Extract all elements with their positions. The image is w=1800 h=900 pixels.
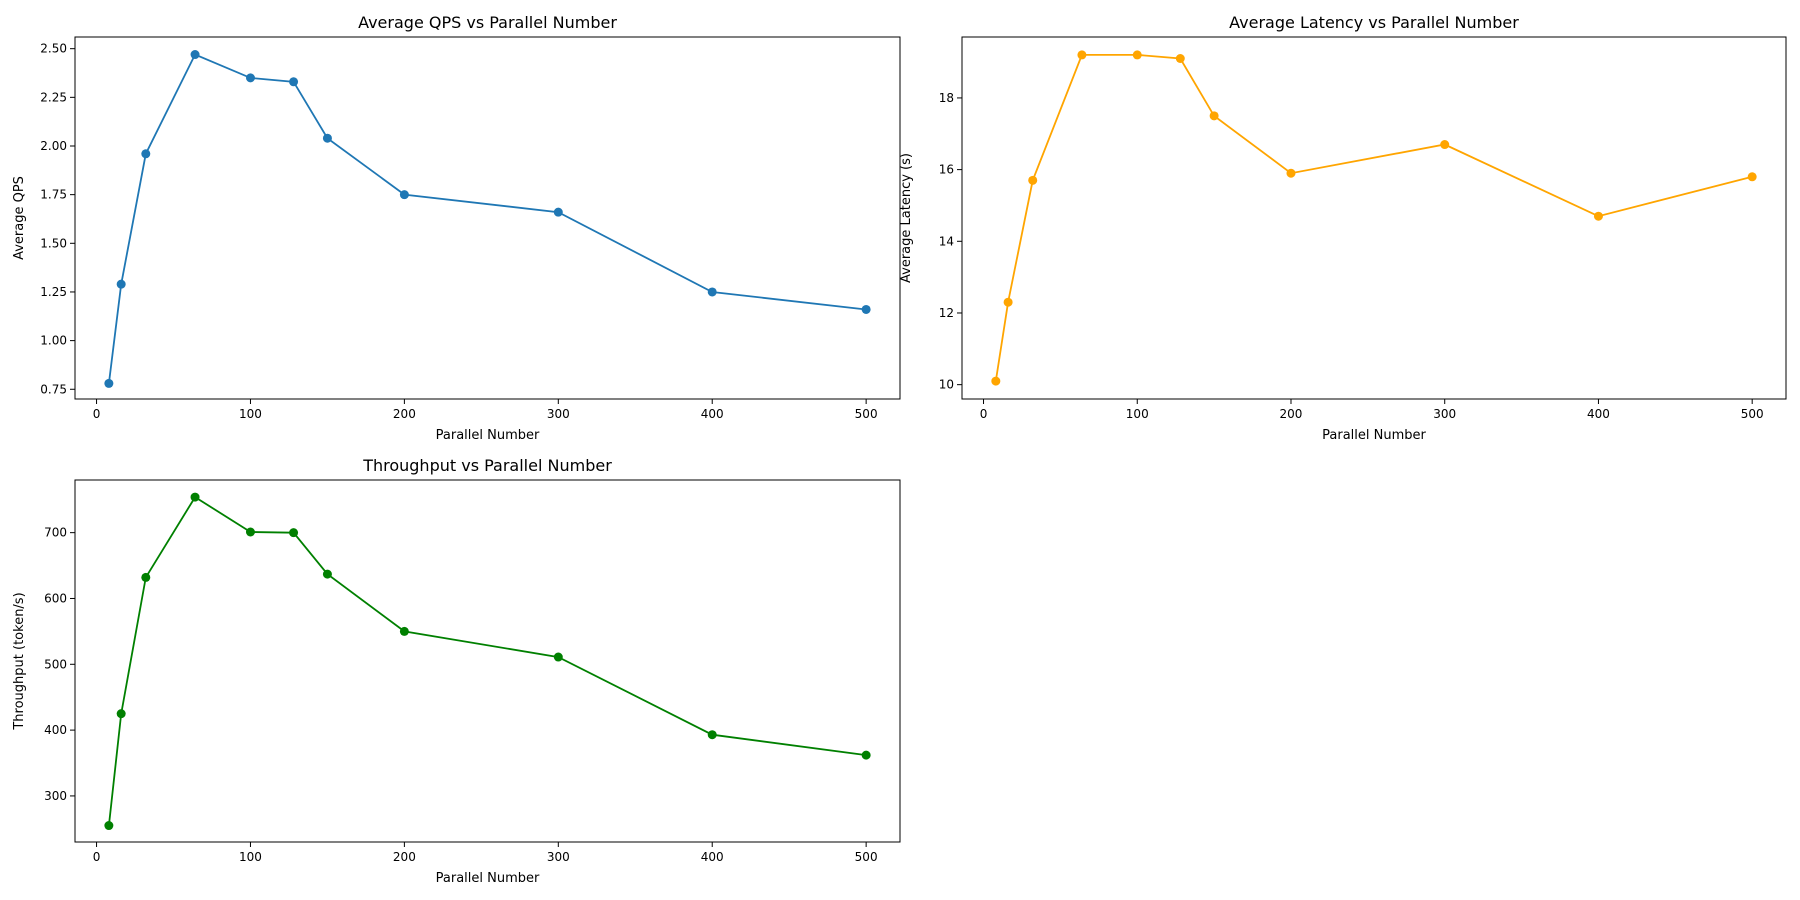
x-tick-label: 100	[239, 850, 262, 864]
series-line	[108, 495, 867, 826]
data-point	[707, 287, 717, 297]
plot-frame	[74, 479, 901, 843]
y-axis-label: Average Latency (s)	[899, 153, 914, 283]
data-point	[1077, 50, 1087, 60]
x-tick-label: 100	[239, 407, 262, 421]
data-point	[553, 207, 563, 217]
x-tick-label: 100	[1126, 407, 1149, 421]
plot-frame	[74, 36, 901, 400]
y-tick-label: 2.25	[40, 90, 67, 104]
chart-throughput: Throughput vs Parallel Number 0 100 200 300 4…	[12, 456, 901, 886]
data-point	[991, 376, 1001, 386]
plot-frame	[961, 36, 1787, 400]
data-point	[245, 73, 255, 83]
data-point	[399, 626, 409, 636]
y-tick-label: 1.75	[40, 188, 67, 202]
x-tick-label: 300	[1433, 407, 1456, 421]
y-tick-label: 18	[939, 91, 954, 105]
x-tick-label: 400	[1587, 407, 1610, 421]
x-tick-label: 300	[547, 850, 570, 864]
data-point	[1747, 172, 1757, 182]
y-tick-label: 1.50	[40, 236, 67, 250]
data-point	[399, 190, 409, 200]
data-point	[1028, 175, 1038, 185]
y-tick-label: 0.75	[40, 382, 67, 396]
y-tick-label: 600	[44, 591, 67, 605]
y-tick-label: 400	[44, 723, 67, 737]
data-point	[1286, 168, 1296, 178]
data-point	[1003, 297, 1013, 307]
chart-qps: Average QPS vs Parallel Number 0 100 200 300…	[12, 13, 901, 443]
x-tick-label: 200	[393, 850, 416, 864]
x-tick-label: 200	[1280, 407, 1303, 421]
y-axis-label: Throughput (token/s)	[12, 592, 27, 730]
x-axis-label: Parallel Number	[436, 871, 540, 886]
data-point	[116, 279, 126, 289]
y-tick-label: 1.00	[40, 334, 67, 348]
y-tick-label: 500	[44, 657, 67, 671]
data-point	[1209, 111, 1219, 121]
series-line	[994, 54, 1753, 382]
y-tick-label: 300	[44, 789, 67, 803]
data-point	[104, 821, 114, 831]
y-tick-label: 12	[939, 306, 954, 320]
x-tick-label: 300	[547, 407, 570, 421]
chart-latency: Average Latency vs Parallel Number 0 100 20…	[899, 13, 1787, 443]
data-point	[1132, 50, 1142, 60]
data-point	[116, 709, 126, 719]
x-tick-label: 500	[855, 850, 878, 864]
x-tick-label: 0	[93, 850, 101, 864]
x-axis-label: Parallel Number	[436, 428, 540, 443]
x-tick-label: 200	[393, 407, 416, 421]
data-point	[322, 569, 332, 579]
data-point	[141, 572, 151, 582]
data-point	[1440, 140, 1450, 150]
data-point	[245, 527, 255, 537]
data-point	[322, 133, 332, 143]
chart-title: Average Latency vs Parallel Number	[1229, 13, 1519, 32]
chart-title: Average QPS vs Parallel Number	[358, 13, 617, 32]
y-tick-label: 700	[44, 526, 67, 540]
data-point	[190, 50, 200, 60]
data-point	[1593, 211, 1603, 221]
y-tick-label: 2.00	[40, 139, 67, 153]
x-tick-label: 0	[980, 407, 988, 421]
x-tick-label: 500	[1741, 407, 1764, 421]
x-tick-label: 0	[93, 407, 101, 421]
y-tick-label: 1.25	[40, 285, 67, 299]
data-point	[289, 77, 299, 87]
data-point	[141, 149, 151, 159]
series-line	[108, 53, 867, 384]
x-tick-label: 400	[701, 850, 724, 864]
y-tick-label: 2.50	[40, 42, 67, 56]
data-point	[104, 378, 114, 388]
data-point	[707, 730, 717, 740]
y-tick-label: 16	[939, 163, 954, 177]
x-tick-label: 400	[701, 407, 724, 421]
data-point	[553, 652, 563, 662]
data-point	[1175, 54, 1185, 64]
chart-title: Throughput vs Parallel Number	[362, 456, 612, 475]
y-axis-label: Average QPS	[12, 176, 27, 260]
data-point	[861, 750, 871, 760]
y-tick-label: 10	[939, 378, 954, 392]
data-point	[861, 304, 871, 314]
x-tick-label: 500	[855, 407, 878, 421]
x-axis-label: Parallel Number	[1322, 428, 1426, 443]
data-point	[289, 528, 299, 538]
data-point	[190, 492, 200, 502]
y-tick-label: 14	[939, 234, 954, 248]
